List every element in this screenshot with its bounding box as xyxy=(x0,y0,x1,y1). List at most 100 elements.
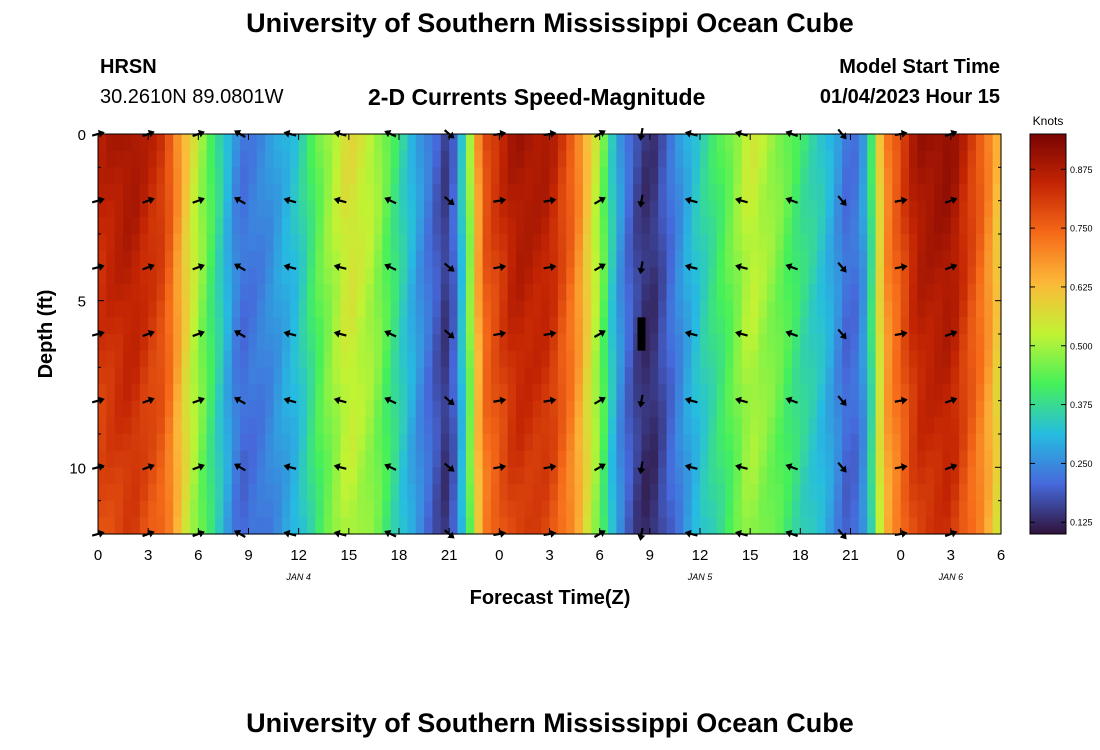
heatmap-cell xyxy=(741,250,751,268)
colorbar-unit: Knots xyxy=(1033,114,1064,128)
heatmap-cell xyxy=(624,150,634,168)
heatmap-cell xyxy=(114,250,124,268)
heatmap-cell xyxy=(156,167,166,185)
heatmap-cell xyxy=(490,400,500,418)
heatmap-cell xyxy=(800,467,810,485)
heatmap-cell xyxy=(917,467,927,485)
heatmap-cell xyxy=(992,134,1002,152)
heatmap-cell xyxy=(532,300,542,318)
current-arrow xyxy=(443,329,455,339)
heatmap-cell xyxy=(290,384,300,402)
heatmap-cell xyxy=(791,334,801,352)
heatmap-cell xyxy=(633,367,643,385)
heatmap-cell xyxy=(549,134,559,152)
heatmap-cell xyxy=(215,167,225,185)
heatmap-cell xyxy=(708,450,718,468)
current-arrow xyxy=(493,463,507,472)
current-arrow-head xyxy=(637,334,646,341)
heatmap-cell xyxy=(967,500,977,518)
heatmap-cell xyxy=(950,250,960,268)
heatmap-cell xyxy=(950,300,960,318)
x-tick-label: 21 xyxy=(842,547,859,564)
heatmap-cell xyxy=(215,417,225,435)
heatmap-cell xyxy=(666,300,676,318)
heatmap-cell xyxy=(582,234,592,252)
heatmap-cell xyxy=(432,317,442,335)
heatmap-cell xyxy=(599,300,609,318)
heatmap-cell xyxy=(591,250,601,268)
heatmap-cell xyxy=(842,500,852,518)
heatmap-cell xyxy=(415,450,425,468)
heatmap-cell xyxy=(959,267,969,285)
heatmap-cell xyxy=(975,334,985,352)
heatmap-cell xyxy=(457,150,467,168)
heatmap-cell xyxy=(382,150,392,168)
heatmap-cell xyxy=(223,284,233,302)
heatmap-cell xyxy=(967,134,977,152)
heatmap-cell xyxy=(98,300,107,318)
current-arrow xyxy=(684,196,698,205)
heatmap-cell xyxy=(156,334,166,352)
heatmap-cell xyxy=(708,334,718,352)
heatmap-cell xyxy=(340,167,350,185)
current-arrow-head xyxy=(950,396,958,405)
heatmap-cell xyxy=(541,334,551,352)
heatmap-cell xyxy=(691,400,701,418)
heatmap-cell xyxy=(148,267,158,285)
heatmap-cell xyxy=(775,184,785,202)
heatmap-cell xyxy=(909,500,918,518)
heatmap-cell xyxy=(900,334,910,352)
heatmap-cell xyxy=(934,234,944,252)
heatmap-cell xyxy=(390,400,400,418)
heatmap-cell xyxy=(181,367,191,385)
heatmap-cell xyxy=(850,350,860,368)
heatmap-cell xyxy=(691,334,701,352)
heatmap-cell xyxy=(449,450,459,468)
heatmap-cell xyxy=(424,400,434,418)
heatmap-cell xyxy=(658,267,668,285)
heatmap-cell xyxy=(616,400,626,418)
heatmap-cell xyxy=(240,384,250,402)
heatmap-cell xyxy=(399,234,408,252)
heatmap-cell xyxy=(599,250,609,268)
heatmap-cell xyxy=(298,434,308,452)
heatmap-cell xyxy=(984,484,994,502)
heatmap-cell xyxy=(114,417,124,435)
heatmap-cell xyxy=(775,200,785,218)
heatmap-cell xyxy=(917,350,927,368)
heatmap-cell xyxy=(541,284,551,302)
heatmap-cell xyxy=(265,200,275,218)
heatmap-cell xyxy=(900,300,910,318)
current-arrow xyxy=(944,196,958,205)
heatmap-cell xyxy=(992,400,1002,418)
heatmap-cell xyxy=(800,400,810,418)
heatmap-cell xyxy=(382,484,392,502)
current-arrow-head xyxy=(839,465,847,473)
heatmap-cell xyxy=(616,467,626,485)
heatmap-cell xyxy=(716,434,726,452)
current-arrow-head xyxy=(333,196,341,205)
heatmap-cell xyxy=(206,484,216,502)
heatmap-cell xyxy=(850,500,860,518)
heatmap-cell xyxy=(942,200,952,218)
heatmap-cell xyxy=(189,317,199,335)
heatmap-cell xyxy=(440,250,450,268)
heatmap-cell xyxy=(658,334,668,352)
heatmap-cell xyxy=(708,484,718,502)
heatmap-cell xyxy=(850,184,860,202)
heatmap-cell xyxy=(315,350,325,368)
heatmap-cell xyxy=(875,350,885,368)
heatmap-cell xyxy=(223,217,233,235)
heatmap-cell xyxy=(725,334,735,352)
heatmap-cell xyxy=(524,434,534,452)
heatmap-cell xyxy=(432,500,442,518)
heatmap-cell xyxy=(541,150,551,168)
heatmap-cell xyxy=(315,417,325,435)
heatmap-cell xyxy=(340,467,350,485)
heatmap-cell xyxy=(114,300,124,318)
heatmap-cell xyxy=(641,200,651,218)
heatmap-cell xyxy=(725,234,735,252)
heatmap-cell xyxy=(365,450,375,468)
heatmap-cell xyxy=(490,167,500,185)
heatmap-cell xyxy=(708,434,718,452)
